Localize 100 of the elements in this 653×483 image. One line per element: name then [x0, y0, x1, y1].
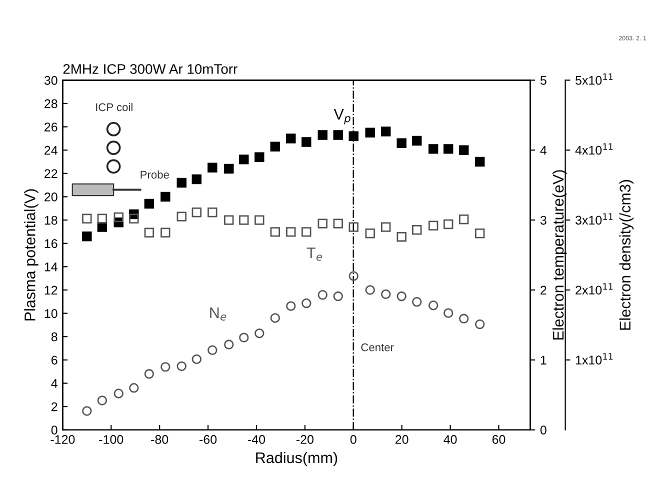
point	[302, 137, 312, 147]
point	[412, 224, 422, 235]
y3-tick-label: 1x10$^{11}$	[576, 353, 613, 364]
series-label: T$_{e}$	[306, 248, 322, 261]
point	[82, 214, 92, 224]
y-tick-label: 26	[44, 122, 58, 132]
point	[160, 362, 170, 372]
annotation: Probe	[140, 170, 169, 179]
y-tick-label: 10	[44, 309, 58, 318]
y-tick-label: 30	[44, 76, 58, 85]
point	[458, 214, 469, 224]
point	[270, 227, 280, 237]
y-tick-label: 4	[51, 379, 58, 388]
point	[412, 297, 422, 307]
y2-tick-label: 5	[540, 76, 546, 85]
y2-tick-label: 2	[540, 286, 546, 295]
point	[176, 178, 186, 188]
point	[286, 301, 296, 311]
point	[333, 130, 343, 140]
y-tick-label: 28	[44, 99, 58, 108]
point	[82, 232, 92, 242]
y3-tick-label: 2x10$^{11}$	[576, 283, 613, 295]
point	[224, 340, 234, 350]
point	[97, 396, 108, 406]
point	[239, 332, 249, 342]
point	[97, 214, 108, 224]
point	[443, 308, 454, 318]
point	[224, 164, 234, 174]
x-tick-label: -60	[200, 435, 217, 444]
point	[224, 215, 234, 225]
y2-tick-label: 3	[540, 216, 546, 225]
x-tick-label: 20	[396, 435, 408, 444]
y3-tick-label: 3x10$^{11}$	[576, 213, 613, 225]
point	[129, 383, 139, 393]
x-tick-label: 0	[350, 435, 356, 444]
y-tick-label: 8	[51, 332, 58, 342]
point	[428, 300, 438, 310]
series-label: V$_{p}$	[334, 109, 350, 124]
point	[114, 388, 124, 398]
point	[365, 285, 375, 295]
x-tick-label: -20	[296, 435, 314, 444]
point	[302, 227, 312, 237]
y-tick-label: 18	[44, 216, 58, 225]
point	[474, 228, 485, 238]
x-tick-label: -80	[151, 435, 168, 444]
point	[318, 290, 328, 300]
point	[176, 361, 186, 372]
x-tick-label: 40	[444, 435, 457, 444]
x-tick-label: 60	[492, 435, 506, 444]
point	[239, 215, 249, 225]
y-tick-label: 16	[44, 239, 58, 248]
point	[380, 126, 391, 136]
point	[333, 218, 343, 228]
x-tick-label: -100	[99, 435, 124, 444]
ref-line-label: Center	[361, 343, 394, 352]
point	[443, 219, 454, 230]
point	[254, 328, 264, 338]
point	[333, 291, 343, 302]
point	[144, 198, 154, 209]
point	[286, 227, 296, 237]
series-label: N$_{e}$	[210, 307, 226, 321]
point	[318, 218, 328, 228]
point	[254, 152, 264, 162]
point	[192, 208, 202, 218]
point	[270, 313, 280, 323]
y-tick-label: 0	[51, 426, 58, 435]
y2-axis-title: Electron temperature(eV)	[552, 170, 567, 340]
y3-axis-title: Electron density(/cm3)	[619, 180, 634, 330]
point	[129, 214, 139, 224]
point	[443, 144, 454, 154]
y2-tick-label: 1	[540, 356, 546, 364]
y-tick-label: 22	[44, 169, 58, 178]
point	[192, 174, 202, 184]
y3-tick-label: 5x10$^{11}$	[576, 73, 613, 85]
point	[396, 232, 406, 242]
point	[458, 145, 469, 155]
point	[318, 130, 328, 140]
point	[192, 354, 202, 364]
point	[176, 212, 186, 222]
point	[270, 142, 280, 152]
point	[428, 220, 438, 231]
point	[144, 228, 154, 238]
point	[428, 144, 438, 154]
y-tick-label: 6	[52, 356, 58, 365]
point	[239, 154, 249, 164]
y-tick-label: 14	[44, 262, 58, 272]
point	[348, 271, 358, 281]
point	[365, 128, 375, 138]
point	[412, 136, 422, 146]
point	[458, 314, 469, 324]
point	[114, 212, 124, 222]
point	[474, 319, 485, 330]
y3-tick-label: 4x10$^{11}$	[575, 143, 613, 155]
point	[302, 298, 312, 308]
x-tick-label: -40	[248, 435, 266, 444]
point	[160, 228, 170, 238]
point	[380, 222, 391, 232]
y-tick-label: 24	[44, 146, 58, 155]
point	[208, 162, 218, 172]
y2-tick-label: 0	[540, 426, 546, 435]
